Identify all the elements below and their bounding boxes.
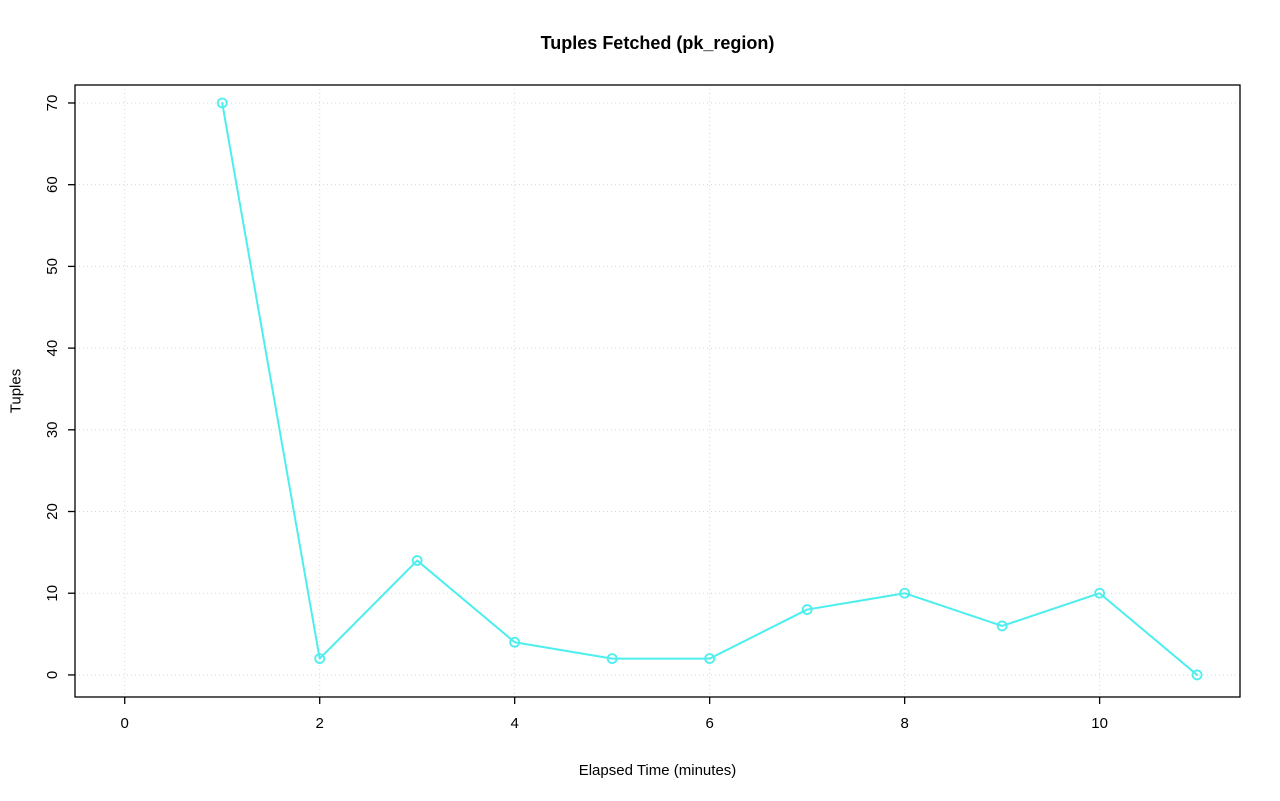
data-point [509, 636, 521, 648]
data-point [606, 653, 618, 664]
data-line [221, 101, 1199, 676]
y-tick-label: 20 [44, 503, 61, 520]
x-tick-label: 0 [121, 715, 129, 732]
data-point [801, 604, 813, 615]
y-tick-label: 30 [44, 421, 61, 438]
data-point [314, 653, 326, 664]
y-tick-label: 10 [44, 585, 61, 602]
y-tick-label: 50 [44, 258, 61, 275]
plot-border [74, 84, 1241, 698]
x-tick-label: 4 [511, 715, 519, 732]
data-point [216, 97, 228, 109]
data-point [411, 555, 423, 566]
x-tick-label: 10 [1091, 715, 1108, 732]
data-point [899, 587, 911, 599]
y-axis-title: Tuples [7, 368, 25, 414]
x-axis-title: Elapsed Time (minutes) [578, 762, 737, 779]
x-tick-label: 6 [705, 715, 713, 732]
y-tick-label: 0 [44, 671, 61, 679]
x-tick-label: 8 [900, 715, 908, 732]
x-tick-label: 2 [316, 715, 324, 732]
data-point [1191, 669, 1203, 681]
data-point [996, 620, 1008, 632]
y-tick-label: 60 [44, 176, 61, 193]
y-tick-label: 70 [44, 95, 61, 112]
chart-title: Tuples Fetched (pk_region) [540, 33, 775, 53]
data-point [1094, 587, 1106, 599]
data-point [704, 653, 716, 664]
y-tick-label: 40 [44, 340, 61, 357]
